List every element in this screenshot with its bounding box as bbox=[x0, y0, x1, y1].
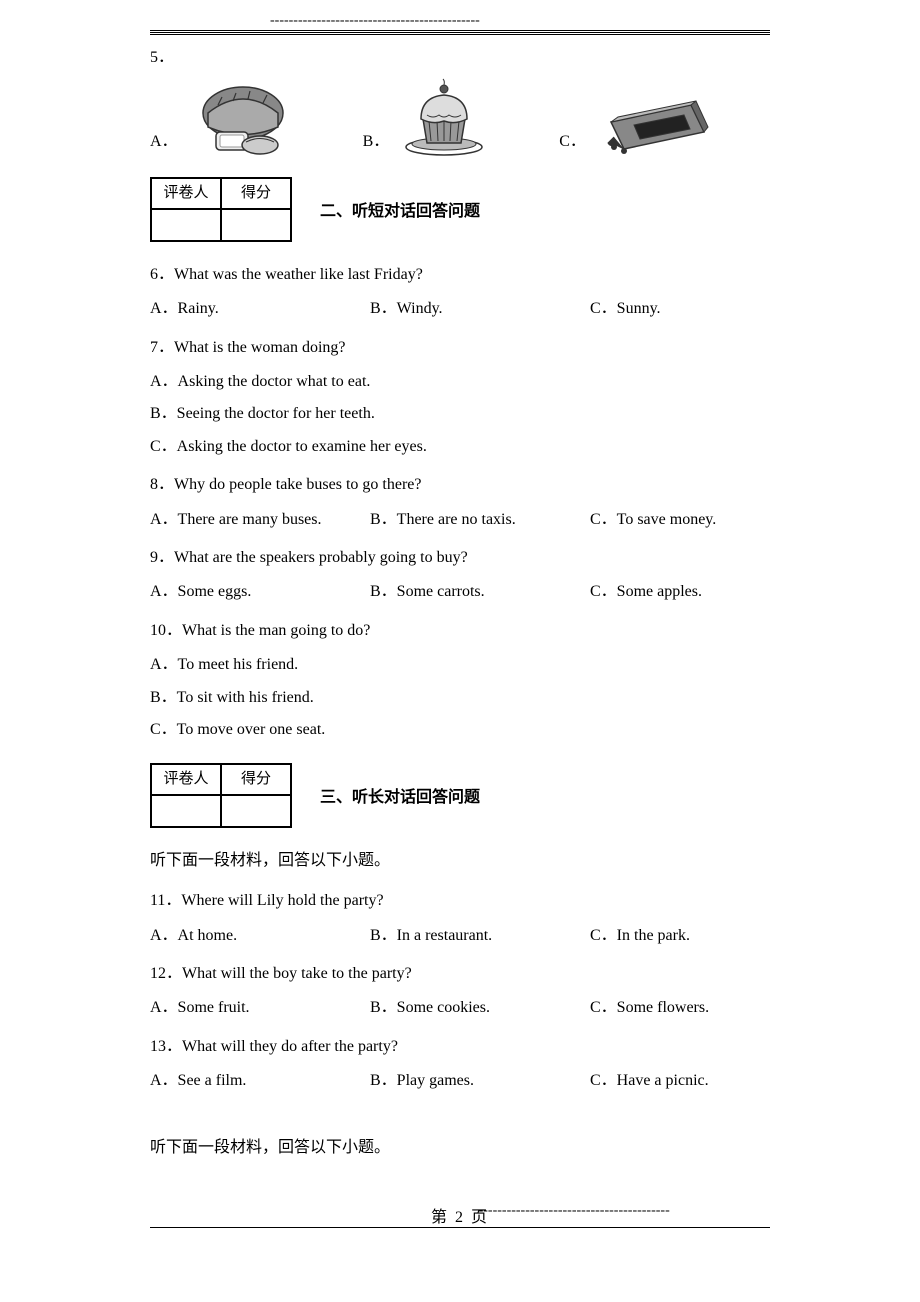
section-3-intro-2: 听下面一段材料，回答以下小题。 bbox=[150, 1133, 770, 1163]
score-col-reviewer: 评卷人 bbox=[151, 764, 221, 795]
score-table: 评卷人 得分 bbox=[150, 763, 292, 828]
section-3-intro-1: 听下面一段材料，回答以下小题。 bbox=[150, 846, 770, 876]
score-blank-1 bbox=[151, 209, 221, 241]
question-7-options: A．Asking the doctor what to eat. B．Seein… bbox=[150, 367, 770, 462]
section-2-header: 评卷人 得分 二、听短对话回答问题 bbox=[150, 177, 770, 248]
question-7-text: 7．What is the woman doing? bbox=[150, 333, 770, 363]
footer-rule-line bbox=[150, 1227, 770, 1228]
question-13-text: 13．What will they do after the party? bbox=[150, 1032, 770, 1062]
option-11a: A．At home. bbox=[150, 921, 370, 951]
option-12a: A．Some fruit. bbox=[150, 993, 370, 1023]
question-10-options: A．To meet his friend. B．To sit with his … bbox=[150, 650, 770, 745]
option-5a: A． bbox=[150, 77, 303, 157]
score-table: 评卷人 得分 bbox=[150, 177, 292, 242]
option-5c: C． bbox=[559, 97, 711, 157]
document-body: 5． A． B． bbox=[150, 43, 770, 1163]
option-13c: C．Have a picnic. bbox=[590, 1066, 770, 1096]
option-10a: A．To meet his friend. bbox=[150, 650, 770, 680]
option-6b: B．Windy. bbox=[370, 294, 590, 324]
option-7b: B．Seeing the doctor for her teeth. bbox=[150, 399, 770, 429]
section-2-title: 二、听短对话回答问题 bbox=[320, 197, 480, 227]
question-12-text: 12．What will the boy take to the party? bbox=[150, 959, 770, 989]
score-col-score: 得分 bbox=[221, 178, 291, 209]
score-blank-2 bbox=[221, 209, 291, 241]
question-10-text: 10．What is the man going to do? bbox=[150, 616, 770, 646]
bread-icon bbox=[188, 77, 303, 157]
question-5-number: 5． bbox=[150, 43, 770, 73]
section-3-header: 评卷人 得分 三、听长对话回答问题 bbox=[150, 763, 770, 834]
option-10b: B．To sit with his friend. bbox=[150, 683, 770, 713]
question-9-text: 9．What are the speakers probably going t… bbox=[150, 543, 770, 573]
option-8b: B．There are no taxis. bbox=[370, 505, 590, 535]
question-11-text: 11．Where will Lily hold the party? bbox=[150, 886, 770, 916]
question-5-options: A． B． bbox=[150, 77, 770, 157]
cupcake-icon bbox=[399, 77, 489, 157]
option-10c: C．To move over one seat. bbox=[150, 715, 770, 745]
question-13-options: A．See a film. B．Play games. C．Have a pic… bbox=[150, 1066, 770, 1096]
chips-icon bbox=[596, 97, 711, 157]
option-11b: B．In a restaurant. bbox=[370, 921, 590, 951]
option-8a: A．There are many buses. bbox=[150, 505, 370, 535]
option-11c: C．In the park. bbox=[590, 921, 770, 951]
option-6c: C．Sunny. bbox=[590, 294, 770, 324]
option-5a-label: A． bbox=[150, 127, 178, 157]
footer-dashes: ----------------------------------------… bbox=[479, 1203, 670, 1219]
option-5b: B． bbox=[363, 77, 490, 157]
option-12c: C．Some flowers. bbox=[590, 993, 770, 1023]
section-3-title: 三、听长对话回答问题 bbox=[320, 783, 480, 813]
question-6-options: A．Rainy. B．Windy. C．Sunny. bbox=[150, 294, 770, 324]
option-9b: B．Some carrots. bbox=[370, 577, 590, 607]
question-8-options: A．There are many buses. B．There are no t… bbox=[150, 505, 770, 535]
score-box-section-3: 评卷人 得分 bbox=[150, 763, 292, 834]
question-8-text: 8．Why do people take buses to go there? bbox=[150, 470, 770, 500]
option-12b: B．Some cookies. bbox=[370, 993, 590, 1023]
question-9-options: A．Some eggs. B．Some carrots. C．Some appl… bbox=[150, 577, 770, 607]
page-footer: 第 2 页 ----------------------------------… bbox=[150, 1203, 770, 1228]
score-box-section-2: 评卷人 得分 bbox=[150, 177, 292, 248]
header-dashes: ----------------------------------------… bbox=[150, 13, 770, 29]
score-col-reviewer: 评卷人 bbox=[151, 178, 221, 209]
score-col-score: 得分 bbox=[221, 764, 291, 795]
option-7c: C．Asking the doctor to examine her eyes. bbox=[150, 432, 770, 462]
option-9c: C．Some apples. bbox=[590, 577, 770, 607]
question-11-options: A．At home. B．In a restaurant. C．In the p… bbox=[150, 921, 770, 951]
option-9a: A．Some eggs. bbox=[150, 577, 370, 607]
option-7a: A．Asking the doctor what to eat. bbox=[150, 367, 770, 397]
option-13b: B．Play games. bbox=[370, 1066, 590, 1096]
option-5c-label: C． bbox=[559, 127, 586, 157]
option-8c: C．To save money. bbox=[590, 505, 770, 535]
question-12-options: A．Some fruit. B．Some cookies. C．Some flo… bbox=[150, 993, 770, 1023]
question-6-text: 6．What was the weather like last Friday? bbox=[150, 260, 770, 290]
score-blank-1 bbox=[151, 795, 221, 827]
option-6a: A．Rainy. bbox=[150, 294, 370, 324]
page-content: ----------------------------------------… bbox=[0, 0, 920, 1248]
header-rule-line bbox=[150, 30, 770, 35]
score-blank-2 bbox=[221, 795, 291, 827]
option-13a: A．See a film. bbox=[150, 1066, 370, 1096]
option-5b-label: B． bbox=[363, 127, 390, 157]
